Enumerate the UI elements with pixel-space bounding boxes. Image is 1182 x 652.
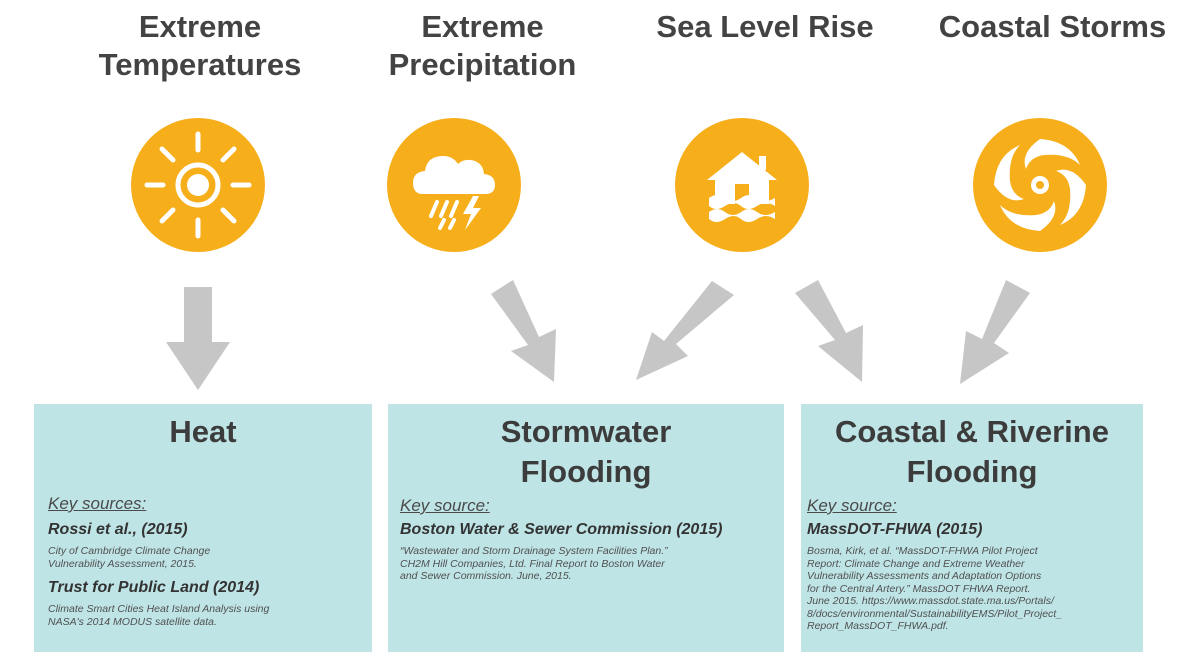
source-name: Trust for Public Land (2014) <box>48 579 260 596</box>
source-name: Rossi et al., (2015) <box>48 521 188 538</box>
flooded-house-icon <box>707 152 777 222</box>
sea-level-rise-circle <box>675 118 809 252</box>
key-source-label: Key source: <box>807 496 897 515</box>
source-description: “Wastewater and Storm Drainage System Fa… <box>400 545 668 582</box>
source-description: Bosma, Kirk, et al. “MassDOT-FHWA Pilot … <box>807 545 1063 632</box>
storm-cloud-icon <box>413 156 495 230</box>
arrow-sealevel-to-stormwater <box>636 281 734 380</box>
source-description: Climate Smart Cities Heat Island Analysi… <box>48 603 270 628</box>
impact-box-stormwater-flooding: Stormwater Flooding Key source: Boston W… <box>388 404 784 652</box>
hazard-title-extreme-precipitation: Extreme Precipitation <box>388 9 577 82</box>
hurricane-icon <box>994 139 1086 231</box>
hazard-title-sea-level-rise: Sea Level Rise <box>656 9 874 44</box>
impact-title-heat: Heat <box>169 414 237 449</box>
impact-box-heat: Heat Key sources: Rossi et al., (2015) C… <box>34 404 372 652</box>
impact-box-coastal-riverine-flooding: Coastal & Riverine Flooding Key source: … <box>801 404 1143 652</box>
source-description: City of Cambridge Climate Change Vulnera… <box>48 545 211 570</box>
extreme-temperatures-circle <box>131 118 265 252</box>
key-sources-label: Key sources: <box>48 494 147 513</box>
sun-icon <box>144 131 252 239</box>
hazard-title-extreme-temperatures: Extreme Temperatures <box>98 9 302 82</box>
extreme-precipitation-circle <box>387 118 521 252</box>
impact-title-coastal-riverine-flooding: Coastal & Riverine Flooding <box>835 414 1109 489</box>
source-name: Boston Water & Sewer Commission (2015) <box>400 521 723 538</box>
arrow-sealevel-to-coastal <box>795 280 863 382</box>
arrow-temperatures-to-heat <box>166 287 230 390</box>
arrow-precipitation-to-stormwater <box>491 280 556 382</box>
arrow-storms-to-coastal <box>960 280 1030 384</box>
key-source-label: Key source: <box>400 496 490 515</box>
hazard-title-coastal-storms: Coastal Storms <box>938 9 1167 44</box>
impact-title-stormwater-flooding: Stormwater Flooding <box>500 414 672 489</box>
coastal-storms-circle <box>973 118 1107 252</box>
source-name: MassDOT-FHWA (2015) <box>807 521 983 538</box>
